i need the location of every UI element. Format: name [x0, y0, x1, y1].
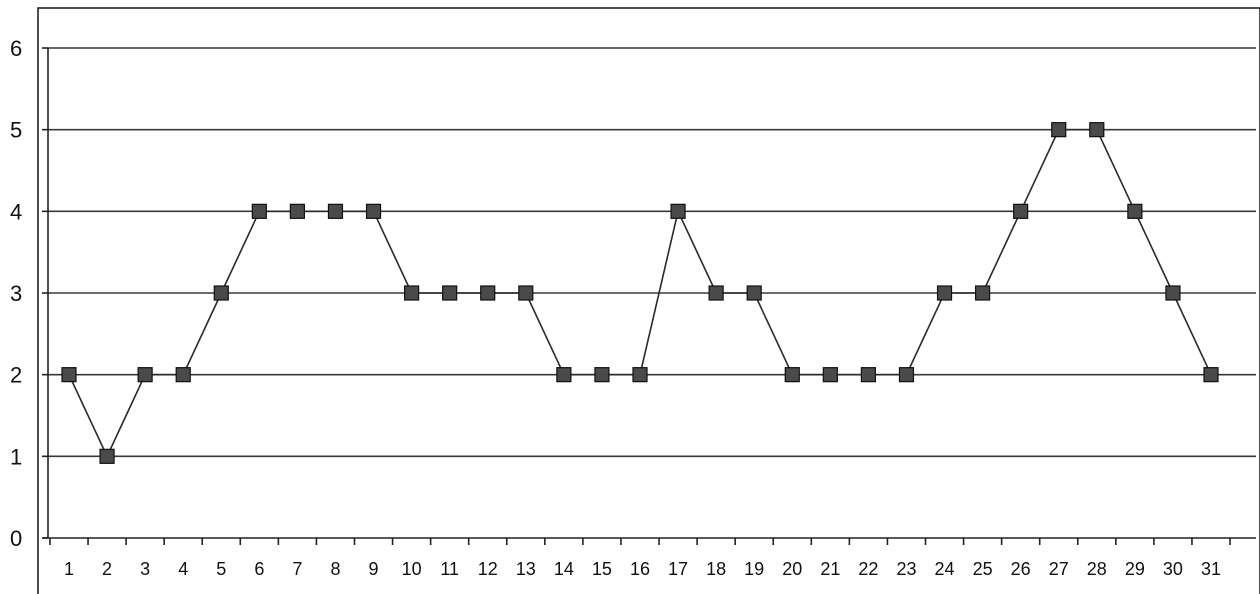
x-tick-label: 31: [1201, 559, 1221, 579]
data-point-marker: [1203, 367, 1219, 383]
x-tick-label: 27: [1049, 559, 1069, 579]
y-tick-label: 4: [10, 199, 22, 224]
x-tick-label: 14: [554, 559, 574, 579]
x-tick-label: 26: [1011, 559, 1031, 579]
x-tick-label: 3: [140, 559, 150, 579]
data-point-marker: [1013, 203, 1029, 219]
x-tick-label: 15: [592, 559, 612, 579]
x-tick-label: 30: [1163, 559, 1183, 579]
data-point-marker: [860, 367, 877, 383]
x-tick-label: 20: [782, 559, 802, 579]
data-point-marker: [289, 203, 305, 219]
data-point-marker: [670, 203, 686, 219]
data-point-marker: [632, 367, 648, 383]
x-tick-label: 12: [478, 559, 498, 579]
x-tick-label: 21: [820, 559, 840, 579]
data-point-marker: [936, 285, 953, 301]
data-point-marker: [442, 285, 458, 301]
x-tick-label: 28: [1087, 559, 1107, 579]
x-tick-label: 1: [64, 559, 74, 579]
data-point-marker: [251, 203, 267, 219]
grid-layer: [48, 47, 1256, 458]
x-tick-label: 4: [178, 559, 188, 579]
data-point-marker: [61, 367, 77, 383]
x-tick-label: 29: [1125, 559, 1145, 579]
chart-frame: [37, 7, 1260, 594]
y-tick-label: 0: [10, 526, 22, 551]
x-tick-label: 8: [330, 559, 340, 579]
data-point-marker: [822, 367, 838, 383]
x-tick-label: 10: [402, 559, 422, 579]
data-point-marker: [594, 367, 610, 383]
x-tick-label: 11: [440, 559, 459, 579]
axis-layer: [37, 7, 1260, 594]
data-point-marker: [556, 367, 572, 383]
data-point-marker: [480, 285, 496, 301]
y-tick-label: 2: [10, 363, 22, 388]
x-tick-label: 13: [516, 559, 536, 579]
x-tick-label: 2: [102, 559, 112, 579]
x-tick-label: 18: [706, 559, 726, 579]
x-tick-label: 24: [935, 559, 955, 579]
x-tick-label: 5: [216, 559, 226, 579]
data-point-marker: [365, 203, 382, 219]
y-tick-label: 1: [10, 444, 22, 469]
x-tick-label: 6: [254, 559, 264, 579]
x-tick-label: 9: [369, 559, 379, 579]
data-point-marker: [137, 367, 153, 383]
x-tick-label: 19: [744, 559, 764, 579]
series-layer: [61, 122, 1219, 464]
x-tick-label: 25: [973, 559, 993, 579]
data-point-marker: [175, 367, 191, 383]
data-point-marker: [404, 285, 420, 301]
x-tick-label: 16: [630, 559, 650, 579]
data-point-marker: [1165, 285, 1181, 301]
data-point-marker: [898, 367, 915, 383]
data-point-marker: [1127, 203, 1143, 219]
x-tick-label: 17: [668, 559, 688, 579]
x-tick-label: 22: [858, 559, 878, 579]
data-point-marker: [327, 203, 344, 219]
data-point-marker: [99, 448, 115, 464]
data-point-marker: [1089, 122, 1105, 138]
y-tick-label: 5: [10, 118, 22, 143]
x-tick-label: 23: [896, 559, 916, 579]
y-tick-label: 3: [10, 281, 22, 306]
data-point-marker: [708, 285, 724, 301]
data-point-marker: [1051, 122, 1067, 138]
data-point-marker: [784, 367, 800, 383]
data-point-marker: [518, 285, 534, 301]
data-point-marker: [974, 285, 991, 301]
y-tick-label: 6: [10, 36, 22, 61]
x-tick-label: 7: [292, 559, 302, 579]
data-point-marker: [213, 285, 229, 301]
data-point-marker: [746, 285, 762, 301]
